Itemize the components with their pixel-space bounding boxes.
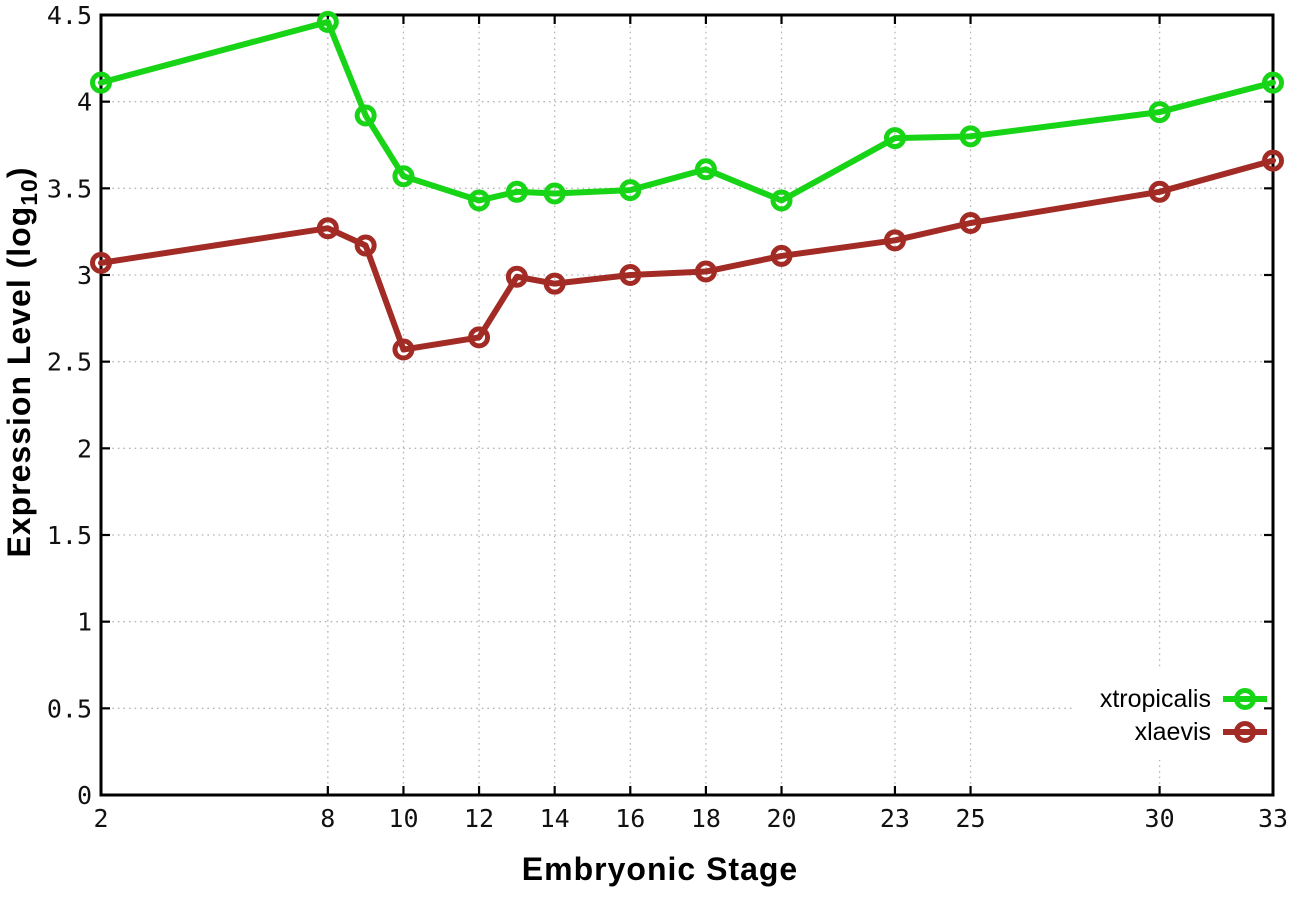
y-axis-title-text: Expression Level (log — [0, 205, 37, 558]
y-tick-label: 2.5 — [47, 348, 92, 377]
y-axis-title-suffix: ) — [0, 166, 37, 179]
data-point-xtropicalis — [316, 10, 339, 33]
legend-label-xtropicalis: xtropicalis — [1099, 685, 1211, 713]
data-point-xlaevis — [770, 244, 793, 267]
data-point-xtropicalis — [90, 71, 112, 94]
data-point-xtropicalis — [354, 104, 377, 127]
data-point-xlaevis — [959, 212, 982, 234]
data-point-xlaevis — [883, 229, 906, 252]
legend-clear-area — [1072, 668, 1267, 760]
data-point-xtropicalis — [505, 180, 528, 203]
legend-marker-icon-xlaevis — [1223, 721, 1267, 743]
legend-marker-icon-xtropicalis — [1223, 688, 1267, 710]
data-point-xtropicalis — [619, 179, 642, 202]
data-point-xtropicalis — [694, 158, 717, 181]
data-point-xlaevis — [392, 338, 415, 361]
x-tick-label: 23 — [880, 804, 910, 833]
y-tick-label: 4 — [77, 88, 92, 117]
y-axis-title-subscript: 10 — [16, 178, 43, 206]
x-tick-label: 16 — [615, 804, 645, 833]
plot-border — [99, 13, 1275, 797]
legend-entry-xlaevis: xlaevis — [1135, 717, 1268, 747]
y-tick-label: 4.5 — [47, 1, 92, 30]
data-point-xtropicalis — [883, 127, 906, 150]
data-point-xtropicalis — [468, 189, 491, 212]
x-tick-label: 12 — [464, 804, 494, 833]
data-point-xlaevis — [619, 264, 642, 286]
data-point-xlaevis — [316, 217, 339, 240]
data-point-xtropicalis — [959, 125, 982, 148]
data-point-xtropicalis — [770, 189, 793, 212]
x-tick-label: 14 — [540, 804, 570, 833]
y-tick-label: 0 — [77, 781, 92, 810]
x-tick-label: 33 — [1258, 804, 1288, 833]
series-line-xlaevis — [98, 157, 1276, 353]
legend: xtropicalis xlaevis — [1100, 684, 1268, 747]
y-tick-label: 2 — [77, 434, 92, 463]
y-tick-label: 3 — [77, 261, 92, 290]
data-point-xlaevis — [505, 265, 528, 288]
x-tick-label: 18 — [691, 804, 721, 833]
data-point-xlaevis — [354, 234, 377, 257]
data-point-xtropicalis — [392, 165, 415, 188]
x-tick-label: 20 — [766, 804, 796, 833]
x-axis-title: Embryonic Stage — [521, 851, 799, 887]
x-tick-label: 30 — [1145, 804, 1175, 833]
y-tick-label: 3.5 — [47, 174, 92, 203]
x-tick-label: 10 — [388, 804, 418, 833]
data-point-xlaevis — [694, 260, 717, 283]
data-point-xtropicalis — [1262, 71, 1284, 94]
y-tick-label: 1.5 — [47, 521, 92, 550]
x-tick-label: 8 — [320, 804, 335, 833]
y-tick-label: 0.5 — [47, 694, 92, 723]
data-point-xtropicalis — [543, 182, 566, 205]
legend-entry-xtropicalis: xtropicalis — [1100, 684, 1268, 714]
x-tick-label: 25 — [955, 804, 985, 833]
legend-label-xlaevis: xlaevis — [1134, 718, 1211, 746]
series-line-xtropicalis — [98, 18, 1276, 204]
data-point-xtropicalis — [1148, 101, 1171, 124]
data-point-xlaevis — [468, 326, 491, 349]
data-point-xlaevis — [1148, 180, 1171, 203]
data-point-xlaevis — [90, 251, 112, 274]
data-point-xlaevis — [1262, 149, 1284, 172]
data-point-xlaevis — [543, 272, 566, 295]
y-tick-label: 1 — [77, 608, 92, 637]
x-tick-label: 2 — [93, 804, 108, 833]
y-axis-title: Expression Level (log10) — [1, 166, 43, 557]
